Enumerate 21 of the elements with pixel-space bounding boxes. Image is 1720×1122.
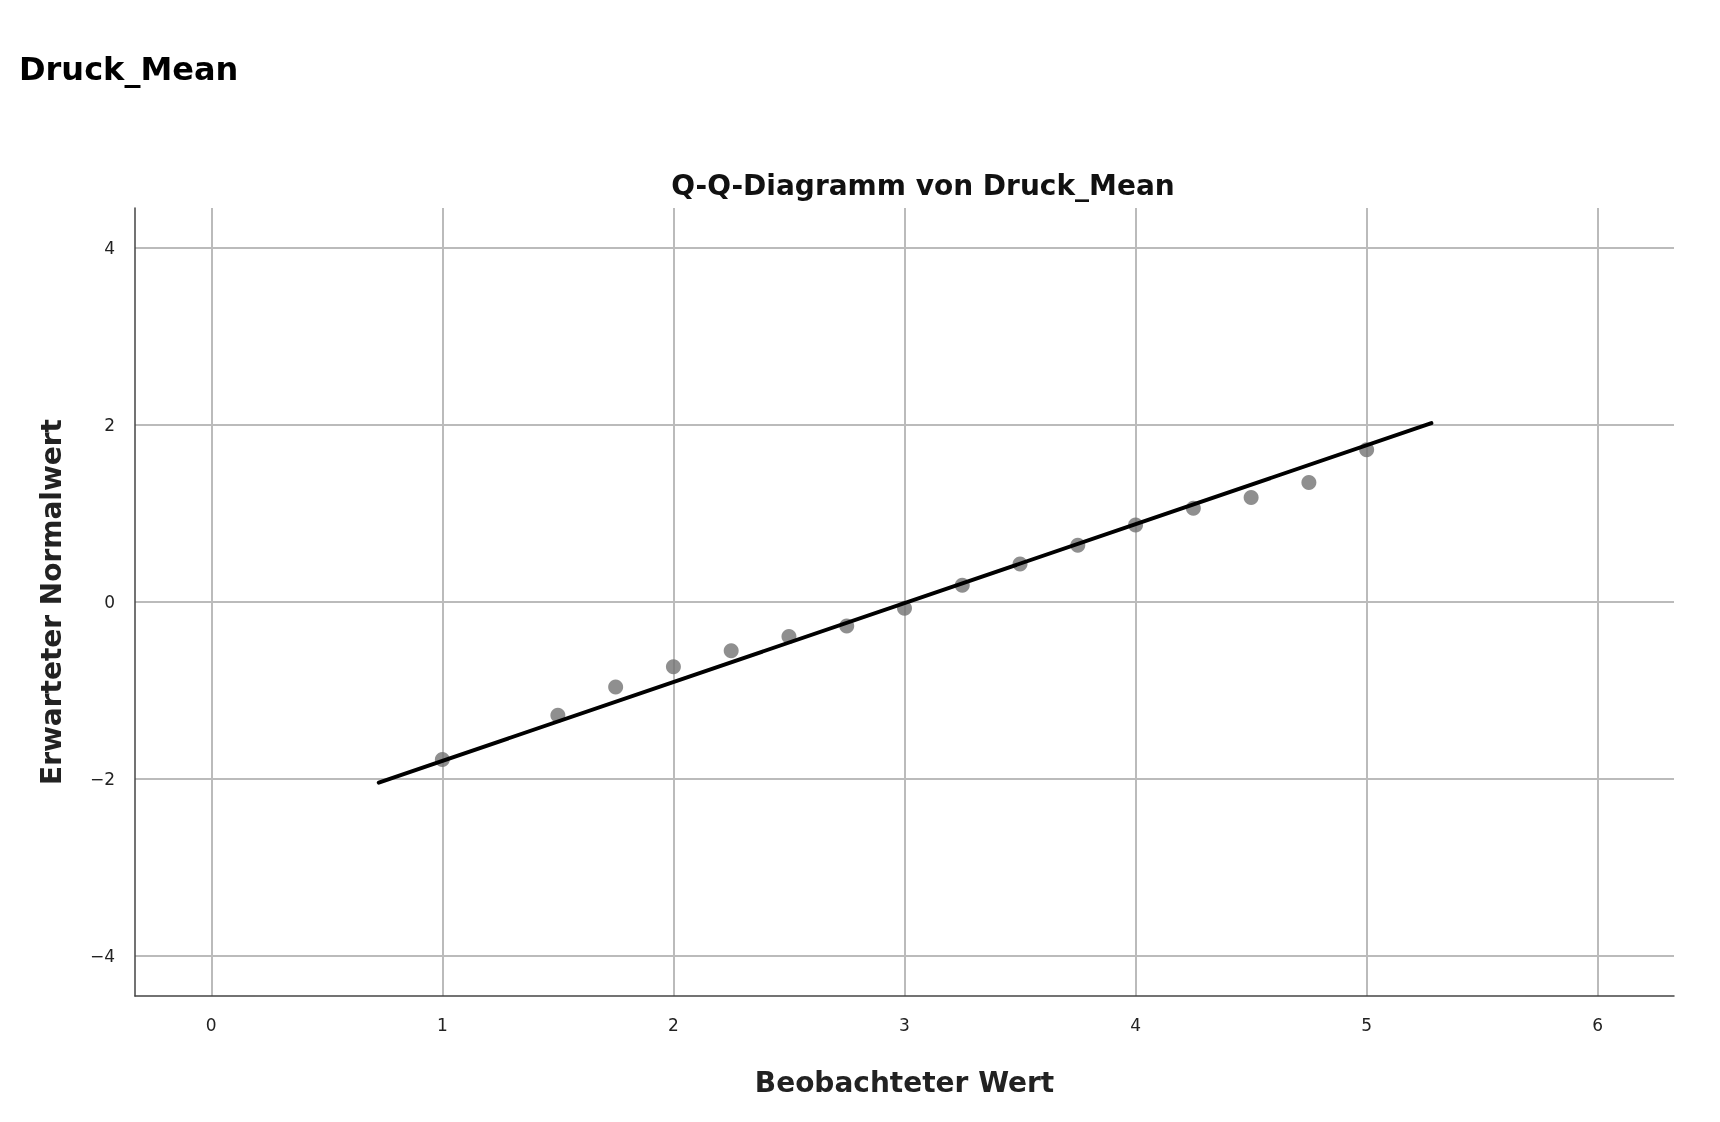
- x-tick-label: 3: [899, 1014, 910, 1035]
- y-tick-label: −4: [89, 946, 115, 967]
- y-tick-label: 0: [104, 592, 115, 612]
- y-axis-title: Erwarteter Normalwert: [34, 418, 68, 786]
- x-tick-label: 1: [436, 1014, 448, 1035]
- x-axis-title: Beobachteter Wert: [754, 1065, 1055, 1099]
- x-tick-label: 2: [668, 1014, 679, 1035]
- x-tick-label: 6: [1592, 1014, 1604, 1035]
- y-tick-label: 2: [104, 414, 115, 435]
- x-tick-label: 5: [1361, 1014, 1373, 1035]
- x-tick-label: 0: [205, 1014, 217, 1035]
- point: [608, 679, 624, 695]
- point: [723, 643, 739, 659]
- point: [1301, 474, 1317, 490]
- y-tick-label: −2: [89, 769, 115, 790]
- chart-subtitle: Q-Q-Diagramm von Druck_Mean: [671, 168, 1175, 202]
- x-tick-label: 4: [1130, 1014, 1141, 1035]
- chart-title: Druck_Mean: [19, 50, 239, 88]
- y-tick-label: 4: [104, 237, 115, 258]
- point: [1243, 490, 1259, 506]
- point: [665, 659, 681, 675]
